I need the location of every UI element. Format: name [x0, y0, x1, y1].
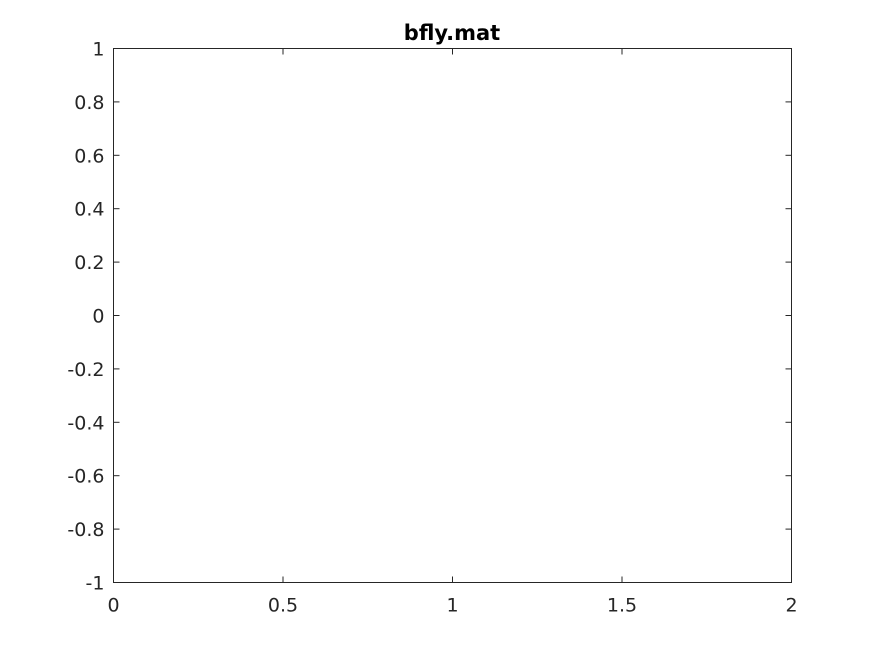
y-tick-label: 0 — [92, 306, 104, 328]
y-tick-label: 0.6 — [74, 145, 104, 167]
x-tick-label: 0 — [107, 595, 119, 617]
y-tick-label: 0.2 — [74, 252, 104, 274]
x-axis: 0 0.5 1 1.5 2 — [107, 48, 798, 617]
y-tick-label: -0.6 — [67, 466, 104, 488]
y-axis: 1 0.8 0.6 0.4 0.2 0 -0.2 -0.4 -0.6 -0.8 -1 — [67, 39, 792, 595]
x-tick-label: 2 — [785, 595, 797, 617]
y-tick-label: -1 — [86, 573, 105, 595]
y-tick-label: 0.4 — [74, 199, 104, 221]
y-tick-label: -0.2 — [67, 359, 104, 381]
y-tick-label: -0.4 — [67, 412, 104, 434]
x-tick-label: 1 — [446, 595, 458, 617]
y-tick-label: -0.8 — [67, 519, 104, 541]
y-tick-label: 0.8 — [74, 92, 104, 114]
x-tick-label: 0.5 — [268, 595, 298, 617]
plot-area — [113, 48, 792, 583]
chart-title: bfly.mat — [404, 21, 500, 45]
y-tick-label: 1 — [92, 39, 104, 61]
x-tick-label: 1.5 — [607, 595, 637, 617]
